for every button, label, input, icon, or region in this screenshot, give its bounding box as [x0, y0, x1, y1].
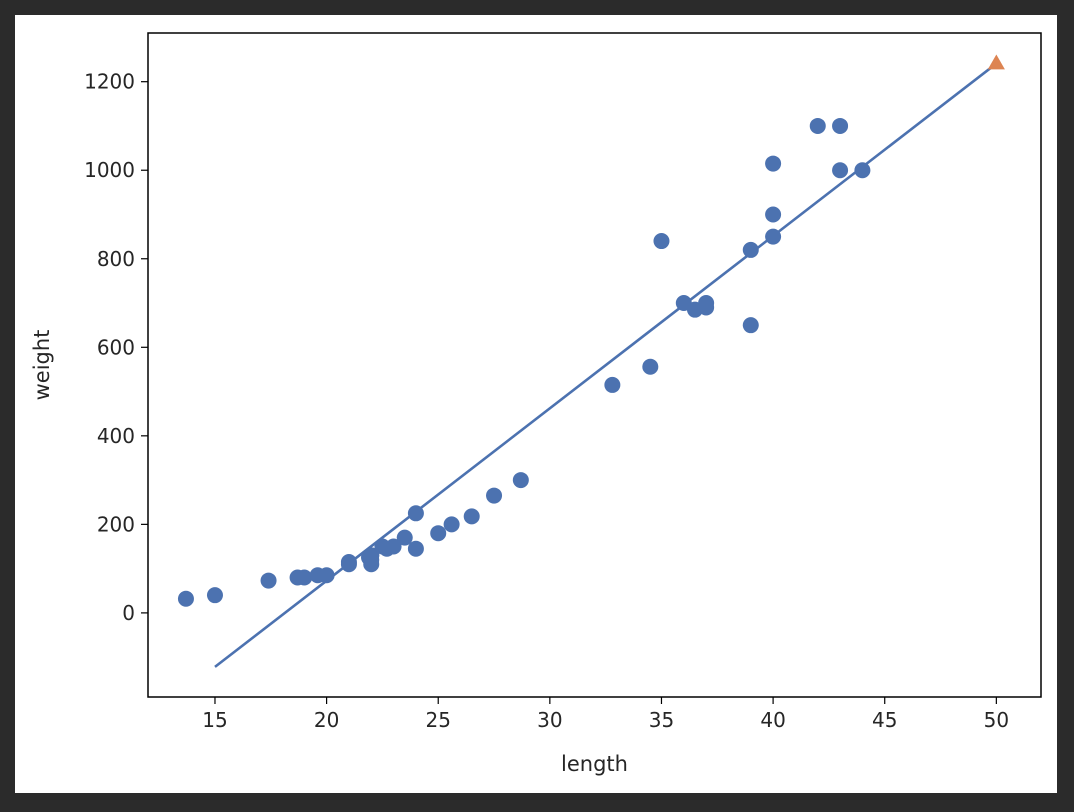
data-point: [604, 376, 621, 393]
x-tick-label: 25: [425, 708, 450, 732]
plot-frame: [147, 32, 1042, 698]
data-point: [832, 117, 849, 134]
x-axis-label: length: [561, 752, 628, 776]
y-tick-label: 0: [122, 601, 135, 625]
data-point: [206, 587, 223, 604]
chart-figure: 15 20 25 30 35 40 45 50 0 200 400 600 800 1000 1200 le…: [15, 15, 1057, 793]
x-tick-label: 50: [984, 708, 1009, 732]
x-tick-label: 40: [760, 708, 785, 732]
x-tick-label: 45: [872, 708, 897, 732]
data-point: [430, 525, 447, 542]
y-tick-label: 400: [97, 424, 135, 448]
axis-ticks-layer: 15 20 25 30 35 40 45 50 0 200 400 600 800 1000 1200: [84, 70, 1009, 732]
data-point: [340, 553, 357, 570]
data-point: [742, 241, 759, 258]
data-point: [765, 206, 782, 223]
data-point: [832, 162, 849, 179]
data-point: [765, 155, 782, 172]
x-tick-label: 15: [202, 708, 227, 732]
data-point: [177, 590, 194, 607]
data-point: [443, 516, 460, 533]
data-point: [396, 529, 413, 546]
data-point: [486, 487, 503, 504]
y-tick-label: 1200: [84, 70, 135, 94]
y-axis-label: weight: [30, 330, 54, 401]
data-point: [407, 505, 424, 522]
y-tick-label: 200: [97, 512, 135, 536]
data-point: [742, 317, 759, 334]
data-point: [698, 299, 715, 316]
x-tick-label: 20: [314, 708, 339, 732]
data-point: [854, 162, 871, 179]
y-tick-label: 600: [97, 335, 135, 359]
data-point: [463, 508, 480, 525]
prediction-point: [987, 54, 1005, 70]
scatter-chart: 15 20 25 30 35 40 45 50 0 200 400 600 800 1000 1200 le…: [30, 32, 1042, 776]
plot-data-layer: [177, 54, 1005, 668]
data-point: [296, 569, 313, 586]
y-tick-label: 1000: [84, 158, 135, 182]
data-point: [809, 117, 826, 134]
data-point: [318, 567, 335, 584]
data-point: [642, 358, 659, 375]
data-point: [653, 233, 670, 250]
x-tick-label: 35: [649, 708, 674, 732]
data-point: [363, 547, 380, 564]
data-point: [765, 228, 782, 245]
data-point: [260, 572, 277, 589]
y-tick-label: 800: [97, 247, 135, 271]
data-point: [512, 472, 529, 489]
data-point: [385, 538, 402, 555]
x-tick-label: 30: [537, 708, 562, 732]
data-point: [407, 540, 424, 557]
